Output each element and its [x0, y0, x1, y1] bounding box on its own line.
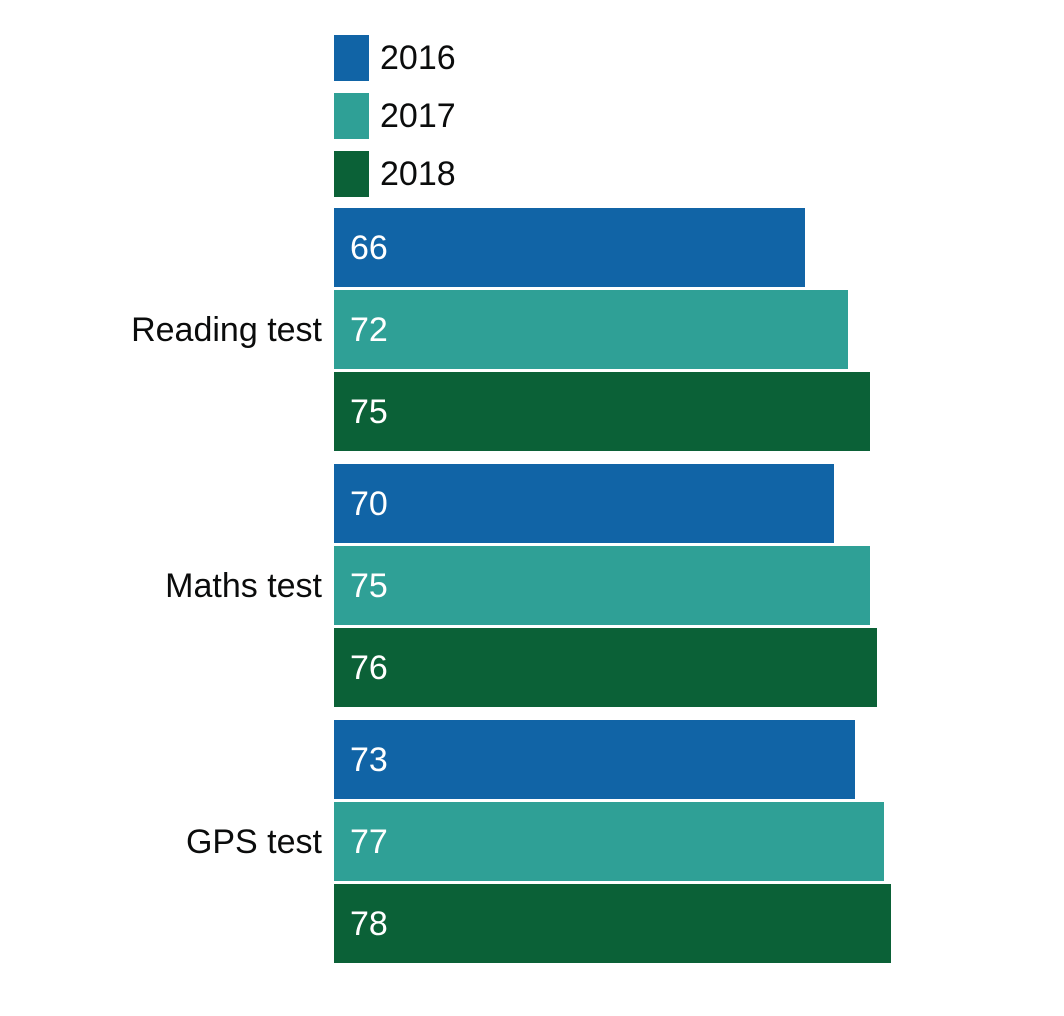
- bar-stack: 70 75 76: [334, 464, 1064, 707]
- legend-label-2016: 2016: [380, 39, 456, 77]
- bar-maths-2016: 70: [334, 464, 834, 543]
- bar-gps-2018: 78: [334, 884, 891, 963]
- bar-value-label: 76: [350, 648, 388, 687]
- bar-gps-2017: 77: [334, 802, 884, 881]
- bar-maths-2018: 76: [334, 628, 877, 707]
- bar-stack: 66 72 75: [334, 208, 1064, 451]
- legend-swatch-2016: [334, 35, 369, 81]
- bar-value-label: 75: [350, 392, 388, 431]
- bar-value-label: 78: [350, 904, 388, 943]
- legend-label-2017: 2017: [380, 97, 456, 135]
- bar-reading-2016: 66: [334, 208, 806, 287]
- legend-item-2017: 2017: [334, 93, 456, 139]
- category-label-maths-test: Maths test: [165, 566, 322, 605]
- bar-reading-2018: 75: [334, 372, 870, 451]
- category-label-reading-test: Reading test: [131, 310, 322, 349]
- legend-item-2018: 2018: [334, 151, 456, 197]
- bar-value-label: 75: [350, 566, 388, 605]
- legend-swatch-2018: [334, 151, 369, 197]
- bar-value-label: 77: [350, 822, 388, 861]
- chart-legend: 2016 2017 2018: [334, 35, 456, 197]
- bar-maths-2017: 75: [334, 546, 870, 625]
- plot-area: Reading test 66 72 75 Maths test 70: [0, 208, 1064, 976]
- bar-value-label: 70: [350, 484, 388, 523]
- bar-value-label: 73: [350, 740, 388, 779]
- bar-group-maths-test: Maths test 70 75 76: [0, 464, 1064, 707]
- bar-group-gps-test: GPS test 73 77 78: [0, 720, 1064, 963]
- bar-value-label: 66: [350, 228, 388, 267]
- bar-reading-2017: 72: [334, 290, 849, 369]
- bar-gps-2016: 73: [334, 720, 856, 799]
- legend-item-2016: 2016: [334, 35, 456, 81]
- bar-value-label: 72: [350, 310, 388, 349]
- bar-group-reading-test: Reading test 66 72 75: [0, 208, 1064, 451]
- category-label-gps-test: GPS test: [185, 822, 322, 861]
- legend-label-2018: 2018: [380, 155, 456, 193]
- legend-swatch-2017: [334, 93, 369, 139]
- bar-stack: 73 77 78: [334, 720, 1064, 963]
